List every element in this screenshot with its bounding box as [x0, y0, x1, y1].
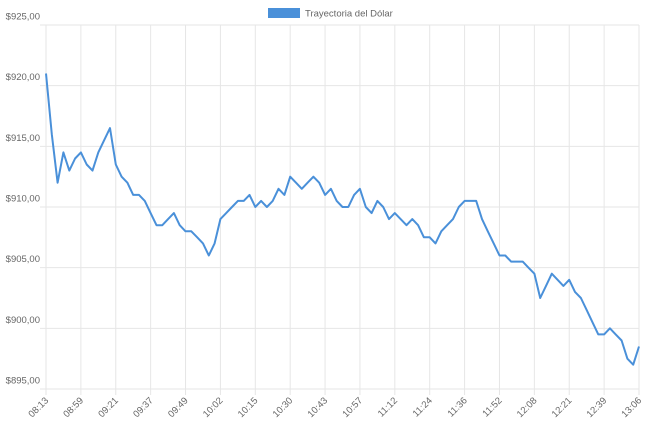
y-tick-label: $915,00: [6, 133, 40, 144]
x-tick-label: 10:15: [236, 395, 261, 420]
legend-label: Trayectoria del Dólar: [305, 9, 393, 20]
x-tick-label: 09:21: [96, 395, 121, 420]
x-tick-label: 10:43: [306, 395, 331, 420]
data-line: [45, 73, 640, 366]
y-tick-label: $925,00: [6, 12, 40, 23]
x-tick-label: 13:06: [620, 395, 645, 420]
x-tick-label: 11:24: [411, 395, 435, 419]
y-tick-label: $920,00: [6, 72, 40, 83]
x-tick-label: 11:12: [376, 395, 400, 419]
x-tick-label: 12:21: [550, 395, 575, 420]
x-tick-label: 09:37: [131, 395, 156, 420]
y-tick-label: $895,00: [6, 376, 40, 387]
y-tick-label: $910,00: [6, 194, 40, 205]
x-tick-label: 08:59: [61, 395, 86, 420]
x-tick-label: 09:49: [166, 395, 191, 420]
x-tick-label: 10:02: [201, 395, 226, 420]
x-tick-label: 11:36: [446, 395, 470, 419]
y-tick-label: $900,00: [6, 315, 40, 326]
x-tick-label: 11:52: [480, 395, 504, 419]
x-tick-label: 10:30: [271, 395, 296, 420]
y-tick-label: $905,00: [6, 254, 40, 265]
x-tick-label: 08:13: [27, 395, 52, 420]
x-tick-label: 12:08: [515, 395, 540, 420]
x-tick-label: 12:39: [585, 395, 610, 420]
x-tick-label: 10:57: [340, 395, 365, 420]
legend-swatch: [268, 8, 300, 18]
legend: Trayectoria del Dólar: [268, 8, 393, 20]
